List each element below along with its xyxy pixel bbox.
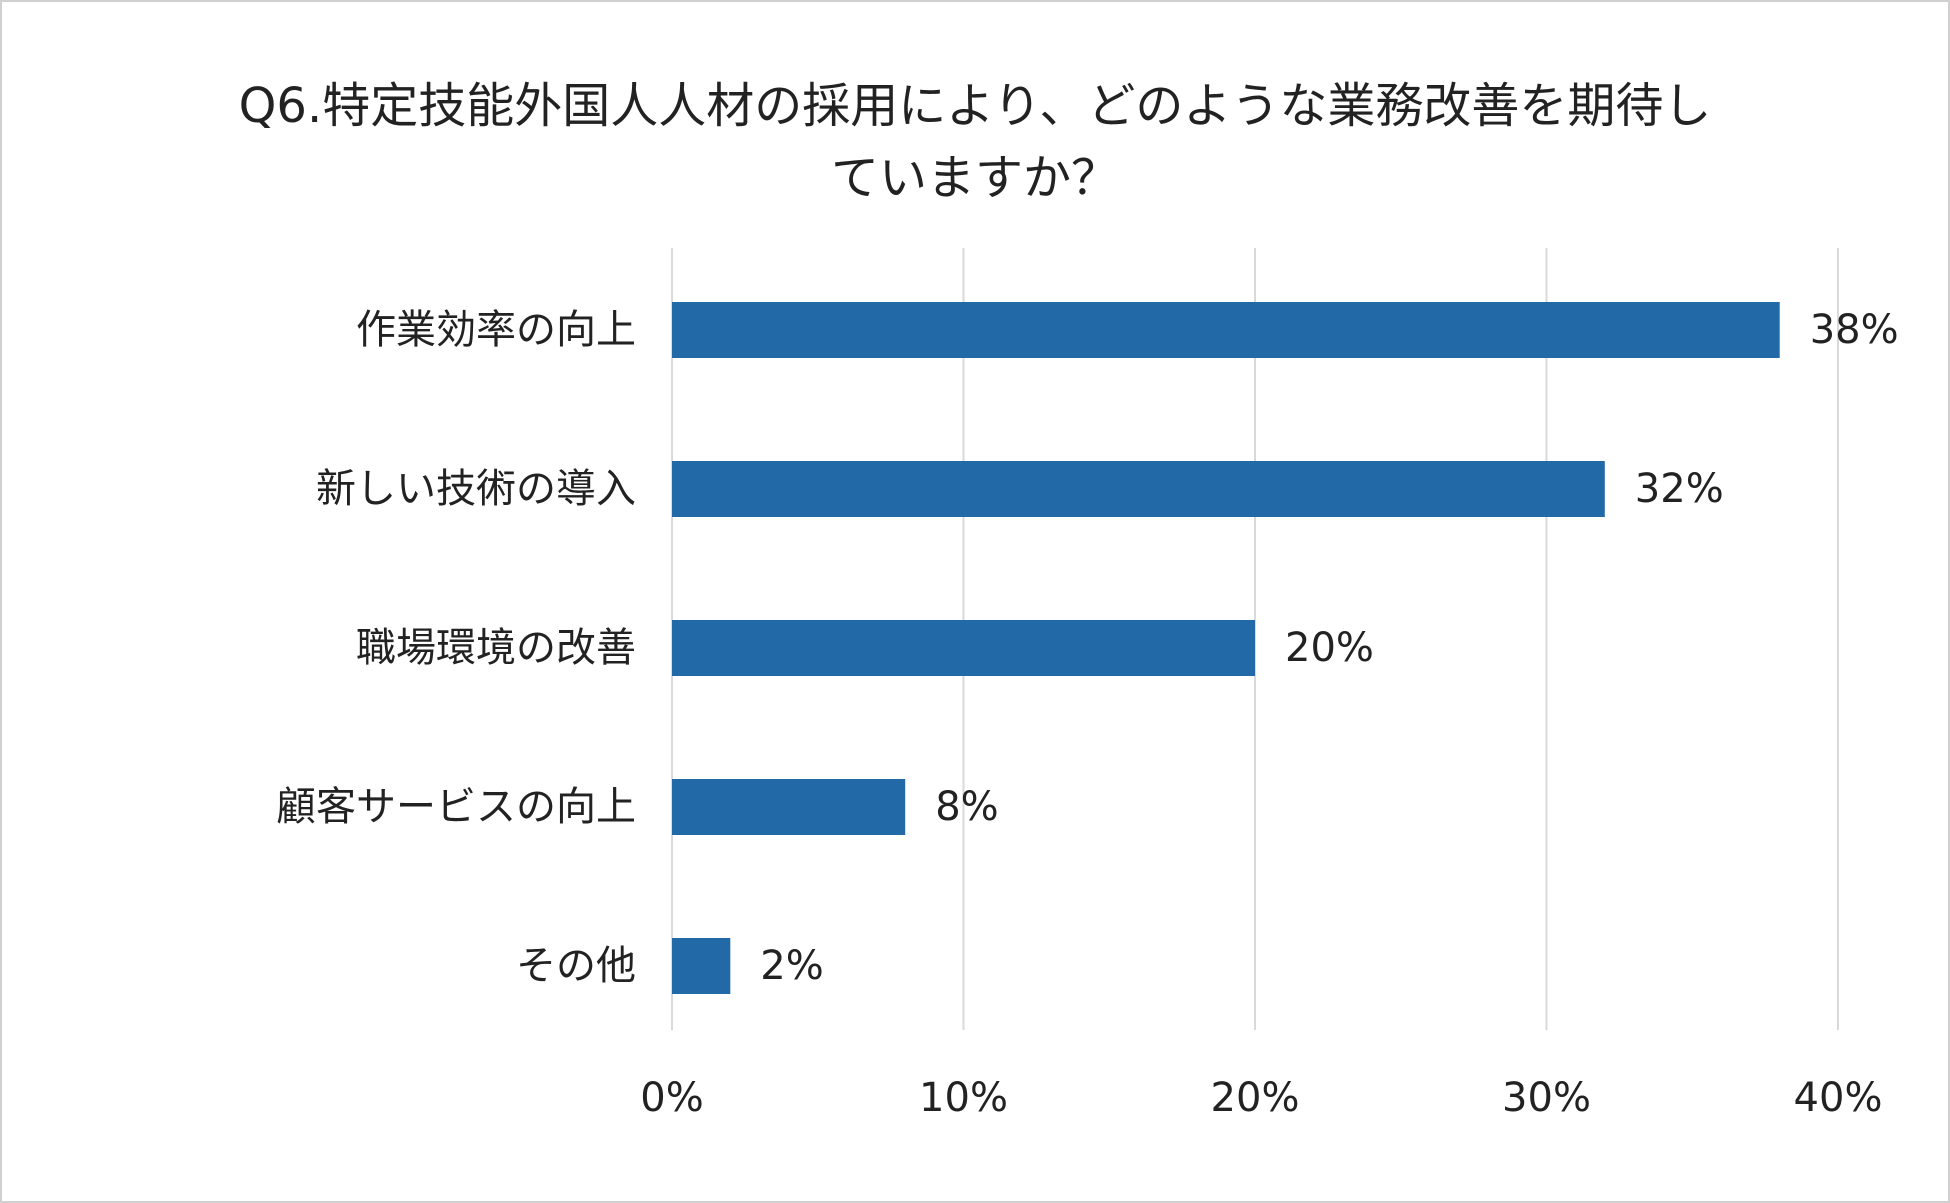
value-label-4: 2% xyxy=(760,943,823,989)
bar-1 xyxy=(672,461,1605,517)
category-label-1: 新しい技術の導入 xyxy=(316,466,636,512)
chart-title-line-1: Q6.特定技能外国人人材の採用により、どのような業務改善を期待し xyxy=(238,78,1712,134)
value-label-3: 8% xyxy=(935,784,998,830)
x-tick-label-4: 40% xyxy=(1794,1075,1883,1121)
value-label-1: 32% xyxy=(1635,466,1724,512)
bar-0 xyxy=(672,302,1780,358)
x-tick-label-0: 0% xyxy=(640,1075,703,1121)
value-label-2: 20% xyxy=(1285,625,1374,671)
bar-4 xyxy=(672,938,731,994)
category-label-3: 顧客サービスの向上 xyxy=(276,784,636,830)
x-tick-label-2: 20% xyxy=(1211,1075,1300,1121)
value-label-0: 38% xyxy=(1810,307,1899,353)
bars xyxy=(672,302,1780,994)
value-labels: 38% 32% 20% 8% 2% xyxy=(760,307,1898,989)
category-label-2: 職場環境の改善 xyxy=(356,625,636,671)
chart-title: Q6.特定技能外国人人材の採用により、どのような業務改善を期待し ていますか？ xyxy=(0,70,1950,214)
category-label-4: その他 xyxy=(516,943,636,989)
x-tick-label-1: 10% xyxy=(919,1075,1008,1121)
bar-2 xyxy=(672,620,1255,676)
bar-3 xyxy=(672,779,906,835)
x-tick-labels: 0% 10% 20% 30% 40% xyxy=(640,1075,1882,1121)
chart-title-line-2: ていますか？ xyxy=(830,150,1119,206)
x-tick-label-3: 30% xyxy=(1502,1075,1591,1121)
category-label-0: 作業効率の向上 xyxy=(356,307,636,353)
